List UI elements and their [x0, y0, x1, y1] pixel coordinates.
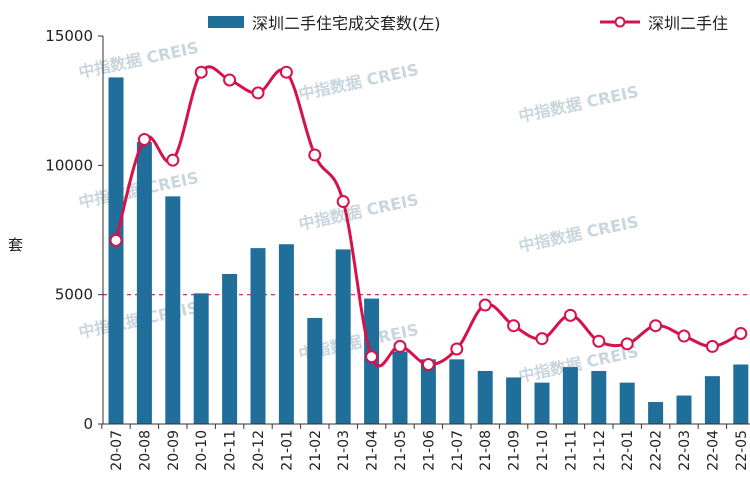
watermark-text: 中指数据 CREIS: [517, 212, 640, 256]
x-tick-label: 21-12: [592, 430, 608, 471]
line-point-20-09: [166, 153, 180, 167]
line-point-21-11: [563, 308, 577, 322]
x-tick-label: 21-07: [450, 430, 466, 471]
x-tick-label: 22-01: [620, 430, 636, 471]
legend-line: 深圳二手住: [600, 10, 728, 34]
axes: 0 5000 10000 15000 20-07 20-08 20-09 20-10 20-11…: [45, 27, 750, 471]
watermark-text: 中指数据 CREIS: [517, 342, 640, 386]
x-tick-label: 20-09: [166, 430, 182, 471]
bar-22-02: [648, 402, 664, 424]
legend-line-label: 深圳二手住: [648, 14, 729, 33]
x-tick-label: 21-04: [365, 430, 381, 471]
line-point-20-12: [251, 86, 265, 100]
x-tick-label: 21-05: [393, 430, 409, 471]
x-tick-label: 22-02: [649, 430, 665, 471]
bar-21-06: [420, 359, 436, 424]
bar-22-03: [676, 395, 692, 424]
x-tick-label: 21-06: [421, 430, 437, 471]
watermarks: 中指数据 CREIS 中指数据 CREIS 中指数据 CREIS 中指数据 CREIS…: [77, 38, 640, 386]
line-point-21-05: [393, 339, 407, 353]
x-tick-label: 22-05: [734, 430, 750, 471]
bar-20-10: [193, 293, 209, 424]
line-point-22-04: [705, 339, 719, 353]
bar-21-01: [278, 244, 294, 424]
x-tick-label: 22-04: [705, 430, 721, 471]
line-point-20-10: [194, 65, 208, 79]
x-tick-label: 21-03: [336, 430, 352, 471]
bar-21-11: [562, 367, 578, 424]
bar-21-10: [534, 382, 550, 424]
line-point-21-10: [535, 332, 549, 346]
y-tick-label: 15000: [45, 27, 93, 45]
x-tick-label: 21-10: [535, 430, 551, 471]
watermark-text: 中指数据 CREIS: [77, 38, 200, 82]
line-point-21-08: [478, 298, 492, 312]
line-point-21-02: [308, 148, 322, 162]
line-point-22-05: [734, 326, 748, 340]
bar-20-12: [250, 248, 266, 424]
y-tick-label: 10000: [45, 156, 93, 174]
bar-21-05: [392, 351, 408, 424]
line-point-21-01: [279, 65, 293, 79]
watermark-text: 中指数据 CREIS: [297, 190, 420, 234]
line-series-layer: [109, 65, 748, 372]
line-point-22-01: [620, 337, 634, 351]
x-tick-label: 20-10: [194, 430, 210, 471]
line-point-21-07: [450, 342, 464, 356]
legend-bar-label: 深圳二手住宅成交套数(左): [252, 14, 441, 33]
x-tick-label: 21-11: [563, 430, 579, 471]
line-point-21-04: [365, 350, 379, 364]
bars: [108, 77, 749, 425]
bar-20-11: [222, 273, 238, 424]
bar-21-07: [449, 359, 465, 424]
y-tick-label: 0: [83, 415, 93, 433]
line-point-22-03: [677, 329, 691, 343]
bar-20-08: [136, 142, 152, 424]
bar-22-05: [733, 364, 749, 424]
legend-line-swatch: [600, 16, 640, 28]
x-tick-label: 22-03: [677, 430, 693, 471]
legend-bar-swatch: [208, 16, 244, 28]
x-tick-label: 20-12: [251, 430, 267, 471]
line-point-20-08: [137, 132, 151, 146]
legend-bar: 深圳二手住宅成交套数(左): [208, 10, 441, 34]
bar-21-08: [477, 370, 493, 424]
bar-22-04: [704, 376, 720, 424]
bar-21-09: [506, 377, 522, 424]
bar-22-01: [619, 382, 635, 424]
x-tick-label: 20-11: [223, 430, 239, 471]
bar-21-12: [591, 370, 607, 424]
line-series-path: [114, 65, 742, 368]
x-tick-label: 20-07: [109, 430, 125, 471]
x-tick-label: 21-09: [507, 430, 523, 471]
line-point-21-06: [421, 358, 435, 372]
line-point-22-02: [649, 319, 663, 333]
x-tick-label: 21-02: [308, 430, 324, 471]
line-point-21-03: [336, 195, 350, 209]
bar-21-02: [307, 317, 323, 424]
line-point-20-07: [109, 233, 123, 247]
y-axis-title: 套: [8, 236, 23, 254]
y-tick-label: 5000: [55, 286, 93, 304]
line-point-21-12: [592, 334, 606, 348]
watermark-text: 中指数据 CREIS: [297, 60, 420, 104]
line-point-20-11: [223, 73, 237, 87]
watermark-text: 中指数据 CREIS: [517, 82, 640, 126]
bar-21-03: [335, 249, 351, 424]
x-tick-label: 21-08: [478, 430, 494, 471]
x-tick-label: 21-01: [279, 430, 295, 471]
x-tick-label: 20-08: [137, 430, 153, 471]
bar-20-09: [165, 196, 181, 424]
bar-20-07: [108, 77, 124, 425]
line-point-21-09: [507, 319, 521, 333]
